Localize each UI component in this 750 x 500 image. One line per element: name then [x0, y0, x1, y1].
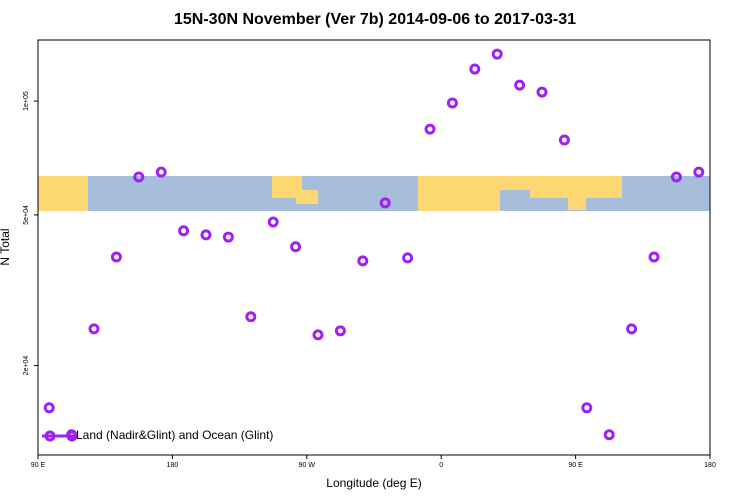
point	[110, 251, 122, 263]
point	[245, 311, 257, 323]
point	[670, 171, 682, 183]
point	[267, 216, 279, 228]
point	[290, 241, 302, 253]
x-axis-label: Longitude (deg E)	[326, 476, 421, 490]
point	[446, 97, 458, 109]
point	[43, 402, 55, 414]
y-tick-label: 1e+05	[23, 91, 30, 111]
point	[603, 429, 615, 441]
x-tick-label: 180	[704, 462, 716, 469]
point	[357, 255, 369, 267]
y-tick-label: 2e+04	[23, 356, 30, 376]
point	[491, 48, 503, 60]
point	[222, 231, 234, 243]
x-tick-label: 90 E	[568, 462, 583, 469]
point	[379, 197, 391, 209]
x-tick-label: 0	[439, 462, 443, 469]
point	[536, 86, 548, 98]
point	[648, 251, 660, 263]
y-axis-label: N Total	[0, 228, 12, 265]
legend-marker	[44, 430, 56, 442]
x-tick-label: 180	[167, 462, 179, 469]
point	[133, 171, 145, 183]
point	[558, 134, 570, 146]
legend-label: Land (Nadir&Glint) and Ocean (Glint)	[76, 428, 273, 442]
x-tick-label: 90 W	[299, 462, 316, 469]
y-tick-label: 5e+04	[23, 205, 30, 225]
plot-frame	[37, 39, 711, 456]
point	[469, 63, 481, 75]
point	[334, 325, 346, 337]
point	[88, 323, 100, 335]
legend-marker	[66, 430, 78, 442]
point	[514, 79, 526, 91]
point	[581, 402, 593, 414]
chart-title: 15N-30N November (Ver 7b) 2014-09-06 to …	[174, 11, 576, 28]
x-tick-label: 90 E	[31, 462, 46, 469]
point	[626, 323, 638, 335]
point	[200, 229, 212, 241]
map-strip	[38, 176, 710, 211]
point	[155, 166, 167, 178]
point	[693, 166, 705, 178]
point	[312, 329, 324, 341]
point	[424, 123, 436, 135]
point	[402, 252, 414, 264]
point	[178, 225, 190, 237]
